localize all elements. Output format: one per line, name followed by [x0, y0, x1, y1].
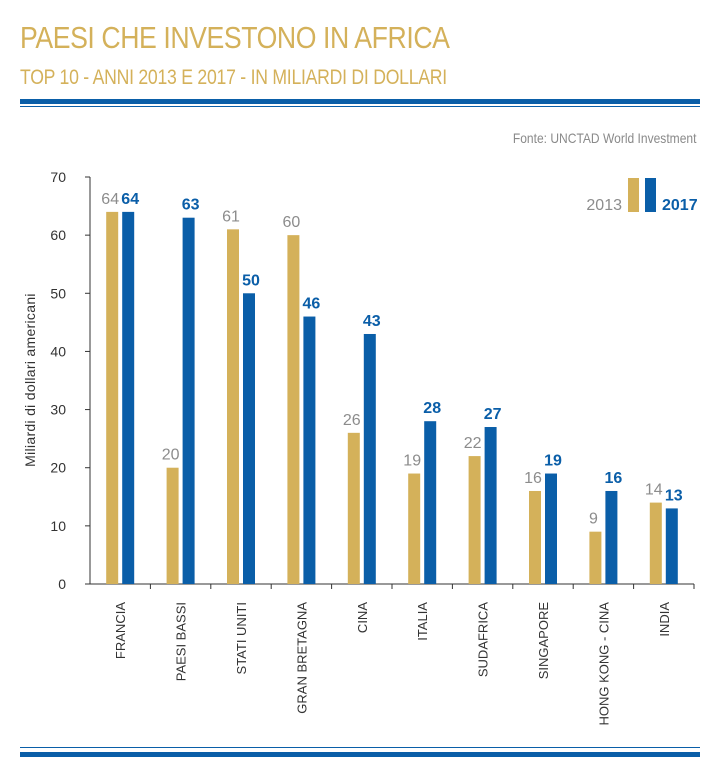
- data-label-2017: 63: [182, 197, 200, 214]
- bottom-divider-thin: [20, 747, 700, 748]
- data-label-2017: 43: [363, 313, 381, 330]
- page-title: PAESI CHE INVESTONO IN AFRICA: [20, 20, 450, 55]
- bar-2017: [665, 508, 678, 584]
- category-label: SUDAFRICA: [476, 602, 491, 677]
- data-label-2013: 22: [464, 435, 482, 452]
- legend-label-2013: 2013: [586, 197, 622, 214]
- category-label: GRAN BRETAGNA: [294, 602, 309, 714]
- data-label-2017: 16: [605, 470, 623, 487]
- category-label: INDIA: [657, 602, 672, 637]
- category-label: FRANCIA: [113, 602, 128, 659]
- data-label-2017: 50: [242, 272, 260, 289]
- bar-2013: [468, 456, 481, 584]
- bar-2017: [363, 333, 376, 584]
- bar-2013: [347, 432, 360, 584]
- bottom-divider-thick: [20, 752, 700, 757]
- bar-2013: [408, 473, 421, 584]
- data-label-2017: 28: [423, 400, 441, 417]
- category-label: STATI UNITI: [234, 602, 249, 674]
- data-label-2013: 26: [343, 412, 361, 429]
- legend-label-2017: 2017: [662, 197, 698, 214]
- data-label-2017: 19: [544, 453, 562, 470]
- data-label-2013: 61: [222, 208, 240, 225]
- top-divider-thin: [20, 106, 700, 107]
- top-divider-thick: [20, 99, 700, 104]
- bar-2013: [649, 502, 662, 584]
- category-label: PAESI BASSI: [174, 602, 189, 681]
- bar-2017: [605, 490, 618, 584]
- bar-2017: [303, 316, 316, 584]
- data-label-2013: 19: [403, 453, 421, 470]
- y-tick-label: 20: [50, 460, 66, 476]
- y-tick-label: 60: [50, 227, 66, 243]
- data-label-2017: 46: [303, 296, 321, 313]
- bar-2017: [182, 217, 195, 584]
- source-note: Fonte: UNCTAD World Investment: [512, 130, 696, 146]
- y-tick-label: 40: [50, 343, 66, 359]
- y-tick-label: 10: [50, 518, 66, 534]
- bar-2017: [545, 473, 557, 584]
- data-label-2013: 64: [101, 191, 119, 208]
- bar-2013: [166, 467, 179, 584]
- data-label-2013: 14: [645, 482, 663, 499]
- bar-2017: [484, 427, 497, 584]
- y-tick-label: 50: [50, 285, 66, 301]
- data-label-2017: 64: [121, 191, 139, 208]
- bar-2017: [122, 211, 135, 584]
- data-label-2017: 27: [484, 406, 502, 423]
- legend-swatch-2017: [645, 178, 656, 212]
- bar-2013: [106, 211, 119, 584]
- bar-2013: [287, 235, 300, 584]
- category-label: ITALIA: [415, 602, 430, 641]
- data-label-2017: 13: [665, 487, 683, 504]
- data-label-2013: 20: [162, 447, 180, 464]
- bar-2013: [227, 229, 239, 585]
- data-label-2013: 9: [589, 511, 598, 528]
- data-label-2013: 16: [524, 470, 542, 487]
- category-label: CINA: [355, 602, 370, 633]
- y-tick-label: 70: [50, 169, 66, 185]
- y-tick-label: 0: [58, 576, 66, 592]
- data-label-2013: 60: [283, 214, 301, 231]
- y-tick-label: 30: [50, 402, 66, 418]
- legend-swatch-2013: [628, 178, 639, 212]
- bar-2013: [529, 490, 541, 584]
- page-subtitle: TOP 10 - ANNI 2013 E 2017 - IN MILIARDI …: [20, 66, 447, 89]
- bar-2017: [243, 293, 255, 584]
- category-label: SINGAPORE: [536, 602, 551, 680]
- bar-2013: [589, 531, 602, 584]
- category-label: HONG KONG - CINA: [596, 602, 611, 726]
- bar-2017: [424, 421, 437, 584]
